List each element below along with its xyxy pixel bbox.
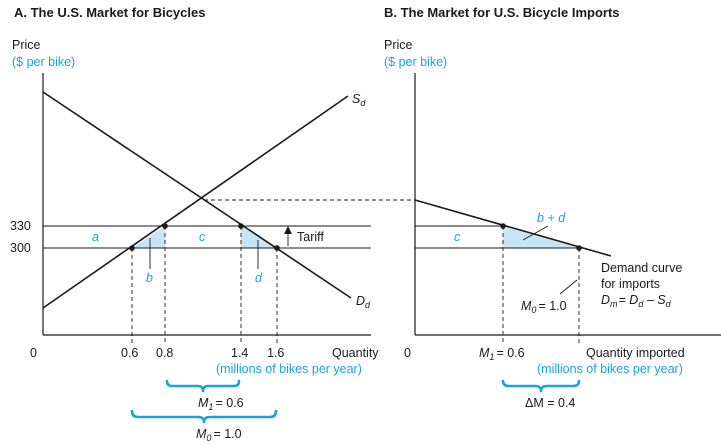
ytick-330: 330 [10,219,31,233]
panel-a-yunit: ($ per bike) [12,55,75,69]
point-16-300 [274,245,280,251]
demand-label: Dd [356,294,371,310]
point-m0 [576,245,582,251]
tariff-arrow-icon [284,226,292,234]
brace-m0-label: M0 = 1.0 [196,427,242,443]
area-d-label: d [255,271,263,285]
panel-a-xunit: (millions of bikes per year) [216,362,362,376]
brace-dm-label: ΔM = 0.4 [525,396,575,410]
area-b-label: b [146,271,153,285]
m0-b-pointer [559,279,578,295]
area-c-b-label: c [454,230,461,244]
brace-m0 [130,409,278,424]
area-b-triangle [132,226,165,248]
panel-b-plot [415,73,721,335]
demand-equation: Dm= Dd – Sd [601,293,672,309]
xtick-06: 0.6 [121,346,138,360]
supply-label: Sd [352,92,366,108]
xtick-16: 1.6 [267,346,284,360]
panel-b-xunit: (millions of bikes per year) [537,362,683,376]
point-m1 [500,223,506,229]
point-08-330 [162,223,168,229]
tariff-label: Tariff [297,230,324,244]
area-bd-label: b + d [537,211,566,225]
panel-a-ylabel: Price [12,38,41,52]
point-06-300 [129,245,135,251]
area-bd-pointer [522,225,549,241]
area-c-label: c [199,230,206,244]
area-a-label: a [92,230,99,244]
xtick-08: 0.8 [156,346,173,360]
xtick-0-b: 0 [404,346,411,360]
demand-caption-1: Demand curve [601,261,682,275]
m0-b-label: M0 = 1.0 [521,299,567,315]
panel-a-title: A. The U.S. Market for Bicycles [14,5,205,20]
demand-caption-2: for imports [601,277,660,291]
panel-a-plot [43,73,371,335]
panel-b-title: B. The Market for U.S. Bicycle Imports [384,5,620,20]
brace-m1 [165,379,241,393]
panel-b-yunit: ($ per bike) [384,55,447,69]
ytick-300: 300 [10,241,31,255]
demand-curve-dd [42,91,352,299]
xtick-0-a: 0 [30,346,37,360]
brace-m1-label: M1 = 0.6 [198,396,244,412]
panel-b-ylabel: Price [384,38,413,52]
point-14-330 [238,223,244,229]
xtick-m1: M1 = 0.6 [479,346,525,362]
panel-b-xlabel: Quantity imported [586,346,685,360]
supply-curve-sd [42,95,349,309]
panel-a-xlabel: Quantity [332,346,379,360]
brace-dm [501,379,581,393]
area-bd-triangle [503,226,579,248]
xtick-14: 1.4 [231,346,248,360]
